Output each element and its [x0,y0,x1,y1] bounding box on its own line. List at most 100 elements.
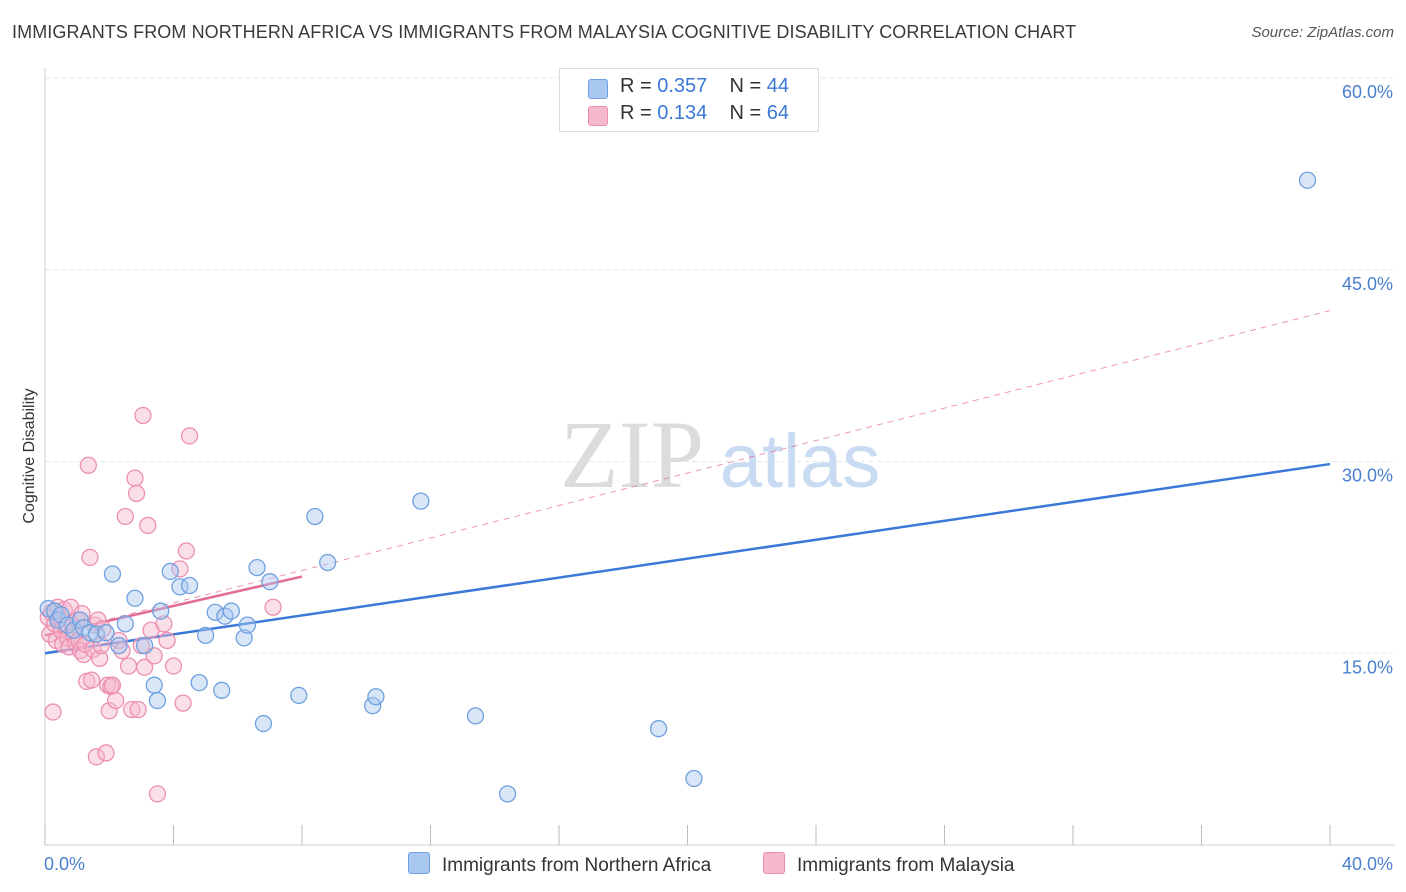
watermark: ZIP atlas [560,401,880,508]
point-northern-africa [238,616,257,634]
point-northern-africa [364,697,382,715]
legend-r-value-pink: 0.134 [657,102,708,124]
point-northern-africa [151,602,170,620]
point-northern-africa [190,674,208,692]
legend-r-label: R = [620,102,652,124]
point-malaysia [97,744,115,762]
correlation-legend: R = 0.357 N = 44 R = 0.134 N = 64 [559,68,819,132]
point-malaysia [123,700,141,719]
point-northern-africa [367,688,385,706]
point-malaysia [164,657,183,675]
point-northern-africa [306,507,324,526]
point-malaysia [82,671,101,689]
legend-n-label: N = [729,102,762,124]
point-northern-africa [161,562,179,581]
y-tick-label: 15.0% [1342,657,1393,677]
y-tick-label: 45.0% [1342,274,1393,294]
point-northern-africa [116,615,134,633]
point-malaysia [110,631,128,650]
point-northern-africa [1298,171,1317,189]
point-malaysia [129,700,147,719]
point-northern-africa [52,606,70,624]
point-malaysia [79,456,98,474]
point-northern-africa [412,492,430,510]
point-northern-africa [466,707,485,725]
point-malaysia [180,427,199,445]
point-northern-africa [213,681,231,699]
point-northern-africa [290,686,308,705]
point-malaysia [155,615,173,633]
series-swatch-pink [763,852,785,874]
point-northern-africa [248,558,266,577]
point-malaysia [177,542,196,560]
point-malaysia [44,703,62,721]
legend-n-label: N = [729,75,762,97]
point-northern-africa [97,624,115,642]
point-malaysia [127,484,146,503]
watermark-zip: ZIP [560,401,704,508]
series-name-blue: Immigrants from Northern Africa [442,855,712,876]
point-northern-africa [685,769,703,788]
point-malaysia [73,604,91,623]
point-northern-africa [235,629,253,647]
axes [44,68,1395,846]
legend-r-value-blue: 0.357 [657,75,708,97]
point-northern-africa [148,691,167,710]
point-malaysia [107,691,125,710]
legend-r-label: R = [620,75,652,97]
watermark-atlas: atlas [720,419,881,504]
point-northern-africa [261,573,279,591]
point-malaysia [41,625,59,643]
grid-lines [45,77,1395,654]
trend-line-northern-africa [44,462,1331,655]
legend-n-value-pink: 64 [766,102,790,124]
point-malaysia [81,548,99,567]
legend-swatch-blue [588,79,608,99]
point-malaysia [264,598,282,616]
point-malaysia [119,657,138,675]
legend-swatch-pink [588,106,608,126]
point-malaysia [134,406,152,425]
trend-line-malaysia-extended [44,310,1331,636]
series-legend-malaysia: Immigrants from Malaysia [763,852,1015,877]
point-malaysia [87,748,106,766]
point-northern-africa [180,576,199,595]
point-malaysia [148,785,167,803]
point-northern-africa [498,785,517,803]
point-northern-africa [254,714,273,733]
series-name-pink: Immigrants from Malaysia [797,855,1015,876]
series-legend-northern-africa: Immigrants from Northern Africa [408,852,711,877]
point-malaysia [113,642,131,660]
series-swatch-blue [408,852,430,874]
source-label: Source: ZipAtlas.com [1251,24,1394,41]
point-malaysia [116,507,134,526]
point-northern-africa [135,636,154,655]
x-tick-label-max: 40.0% [1342,854,1393,874]
y-axis-label: Cognitive Disability [21,388,38,523]
chart-title: IMMIGRANTS FROM NORTHERN AFRICA VS IMMIG… [12,22,1077,42]
legend-n-value-blue: 44 [766,75,790,97]
point-northern-africa [319,553,337,572]
point-malaysia [158,631,176,650]
point-northern-africa [222,602,240,620]
y-tick-label: 60.0% [1342,82,1393,102]
data-points [39,171,1317,803]
y-tick-label: 30.0% [1342,466,1393,486]
point-northern-africa [110,636,128,655]
point-northern-africa [649,720,668,738]
point-malaysia [100,702,118,720]
point-malaysia [126,469,144,487]
point-malaysia [135,658,154,676]
point-northern-africa [145,676,163,694]
point-northern-africa [126,589,144,607]
point-northern-africa [103,565,122,583]
point-malaysia [89,611,107,629]
tick-labels: 15.0% 30.0% 45.0% 60.0% 0.0% 40.0% [44,82,1393,874]
point-malaysia [90,649,109,668]
point-malaysia [174,694,192,712]
point-malaysia [139,516,157,535]
point-northern-africa [196,626,215,645]
point-northern-africa [49,611,67,629]
x-tick-label-min: 0.0% [44,854,85,874]
